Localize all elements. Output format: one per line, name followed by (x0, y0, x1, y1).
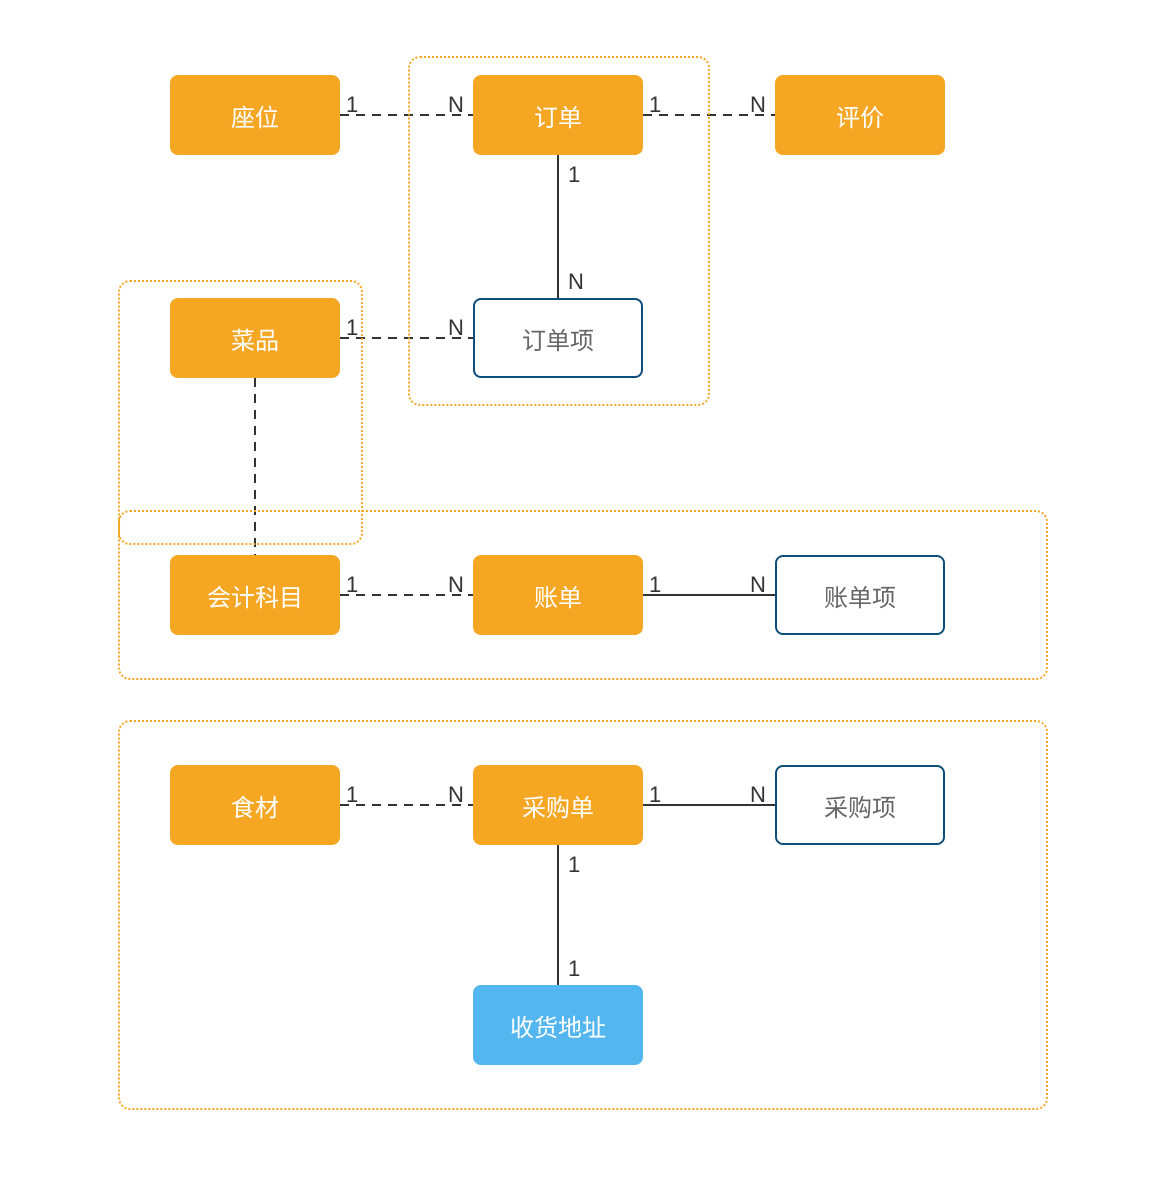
cardinality-label: 1 (568, 852, 580, 878)
node-bill-item: 账单项 (775, 555, 945, 635)
node-label: 座位 (231, 98, 279, 133)
cardinality-label: 1 (649, 572, 661, 598)
node-review: 评价 (775, 75, 945, 155)
node-purchase-item: 采购项 (775, 765, 945, 845)
cardinality-label: 1 (649, 782, 661, 808)
cardinality-label: N (750, 92, 766, 118)
node-label: 账单项 (824, 578, 896, 613)
cardinality-label: 1 (346, 92, 358, 118)
node-order-item: 订单项 (473, 298, 643, 378)
cardinality-label: N (448, 92, 464, 118)
node-label: 订单项 (522, 321, 594, 356)
er-diagram-canvas: 1 N 1 N 1 N 1 N 1 N 1 N 1 N 1 N 1 1 座位 订单 评价菜品 订单项会计科目 账单 账单项食材… (0, 0, 1172, 1188)
node-label: 评价 (836, 98, 884, 133)
node-label: 采购单 (522, 788, 594, 823)
node-label: 食材 (231, 788, 279, 823)
cardinality-label: N (568, 269, 584, 295)
cardinality-label: N (448, 572, 464, 598)
cardinality-label: N (448, 782, 464, 808)
cardinality-label: 1 (649, 92, 661, 118)
cardinality-label: 1 (568, 162, 580, 188)
node-label: 收货地址 (510, 1008, 606, 1043)
node-purchase: 采购单 (473, 765, 643, 845)
node-label: 菜品 (231, 321, 279, 356)
node-label: 订单 (534, 98, 582, 133)
node-label: 账单 (534, 578, 582, 613)
cardinality-label: N (750, 572, 766, 598)
cardinality-label: 1 (568, 956, 580, 982)
node-bill: 账单 (473, 555, 643, 635)
cardinality-label: N (448, 315, 464, 341)
node-label: 会计科目 (207, 578, 303, 613)
node-dish: 菜品 (170, 298, 340, 378)
cardinality-label: 1 (346, 315, 358, 341)
cardinality-label: 1 (346, 782, 358, 808)
node-ingredient: 食材 (170, 765, 340, 845)
node-address: 收货地址 (473, 985, 643, 1065)
node-seat: 座位 (170, 75, 340, 155)
node-account: 会计科目 (170, 555, 340, 635)
node-label: 采购项 (824, 788, 896, 823)
cardinality-label: 1 (346, 572, 358, 598)
node-order: 订单 (473, 75, 643, 155)
cardinality-label: N (750, 782, 766, 808)
